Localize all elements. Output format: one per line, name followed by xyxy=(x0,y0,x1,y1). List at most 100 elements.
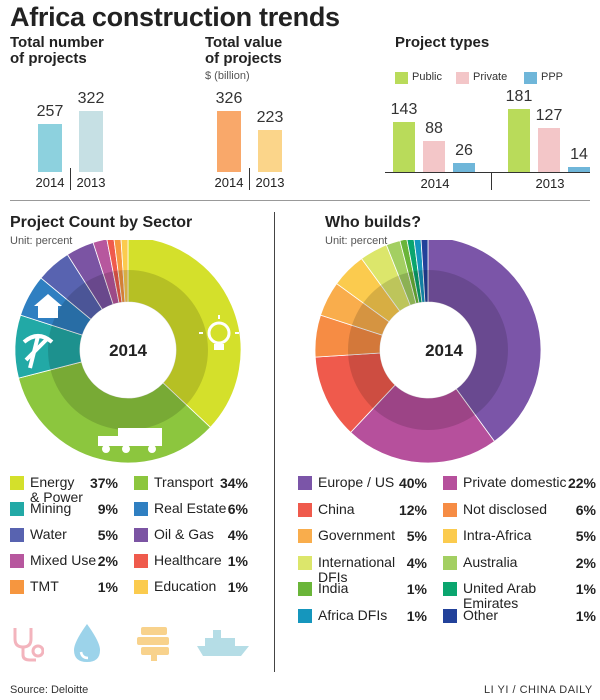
sector-real-estate-label: Real Estate xyxy=(154,500,227,516)
credit-note: LI YI / CHINA DAILY xyxy=(484,684,593,696)
builders-india-swatch xyxy=(298,582,312,596)
pickaxe-icon xyxy=(22,334,54,369)
sector-energy-power-value: 37% xyxy=(89,475,118,491)
total-value-value-label: 223 xyxy=(256,109,284,127)
sector-water-swatch xyxy=(10,528,24,542)
builders-africa-dfis-swatch xyxy=(298,608,312,623)
builders-slice xyxy=(350,384,495,464)
builders-europe-us-label: Europe / US xyxy=(318,474,395,490)
project-type-axis-label: 2013 xyxy=(535,176,565,191)
legend-swatch-private xyxy=(456,72,469,84)
builders-inner-ring xyxy=(347,270,508,430)
project-types-title: Project types xyxy=(395,34,490,51)
builders-china-label: China xyxy=(318,500,355,517)
builders-international-dfis-swatch xyxy=(298,555,312,570)
sector-mixed-use-label: Mixed Use xyxy=(30,552,97,568)
builders-international-dfis-value: 4% xyxy=(406,554,427,571)
project-type-value-label: 127 xyxy=(535,106,563,124)
sector-mixed-use-swatch xyxy=(10,554,24,568)
legend-swatch-ppp xyxy=(524,72,537,84)
project-types-axis-divider xyxy=(491,172,492,190)
sector-education-swatch xyxy=(134,580,148,594)
builders-africa-dfis-label: Africa DFIs xyxy=(318,606,388,623)
sector-slice xyxy=(18,361,211,464)
sector-healthcare-value: 1% xyxy=(227,553,248,569)
builders-united-arab-emirates-swatch xyxy=(443,582,457,596)
builders-india-label: India xyxy=(318,580,349,596)
builders-not-disclosed-label: Not disclosed xyxy=(463,500,548,517)
sector-tmt-swatch xyxy=(10,580,24,594)
builders-europe-us-value: 40% xyxy=(398,475,427,491)
total-value-axis-divider xyxy=(249,168,250,190)
total-number-axis-divider xyxy=(70,168,71,190)
total-value-title-line2: of projects xyxy=(205,50,282,67)
builders-intra-africa-value: 5% xyxy=(575,528,596,544)
sector-donut-center-label: 2014 xyxy=(109,341,147,360)
builders-unit: Unit: percent xyxy=(325,235,388,247)
total-value-axis-label: 2014 xyxy=(214,175,244,190)
builders-other-value: 1% xyxy=(575,607,596,624)
builders-australia-value: 2% xyxy=(575,554,596,571)
sector-slice xyxy=(127,240,242,428)
legend-label-ppp: PPP xyxy=(541,71,564,83)
builders-australia-label: Australia xyxy=(463,553,518,570)
sector-energy-power-label: Energy & Power xyxy=(30,474,83,505)
sector-oil-gas-value: 4% xyxy=(227,527,248,543)
sector-tmt-value: 1% xyxy=(97,579,118,595)
builders-donut-chart xyxy=(314,240,542,464)
builders-donut-center-label: 2014 xyxy=(425,341,463,360)
legend-swatch-public xyxy=(395,72,408,84)
project-type-value-label: 143 xyxy=(390,101,418,119)
builders-slice xyxy=(427,240,542,442)
project-type-bar xyxy=(393,122,415,172)
sector-mixed-use-value: 2% xyxy=(97,553,118,569)
builders-intra-africa-swatch xyxy=(443,529,457,543)
total-value-value-label: 326 xyxy=(215,89,243,107)
total-number-value-label: 257 xyxy=(36,102,64,120)
total-number-axis-label: 2014 xyxy=(35,175,65,190)
total-value-title-line1: Total value xyxy=(205,34,283,51)
project-types-baseline xyxy=(385,172,590,173)
legend-label-private: Private xyxy=(473,71,508,83)
project-type-value-label: 26 xyxy=(455,141,473,159)
books-icon xyxy=(137,627,169,661)
sector-energy-power-swatch xyxy=(10,476,24,490)
house-icon xyxy=(34,294,62,318)
sector-mining-value: 9% xyxy=(97,501,118,517)
project-type-bar xyxy=(568,167,590,172)
section-divider xyxy=(10,200,590,201)
sector-mining-label: Mining xyxy=(30,500,72,516)
sector-title: Project Count by Sector xyxy=(10,214,193,231)
builders-other-swatch xyxy=(443,608,457,623)
source-note: Source: Deloitte xyxy=(10,684,89,696)
sector-slice xyxy=(120,240,129,303)
builders-australia-swatch xyxy=(443,555,457,570)
total-number-bar xyxy=(79,111,103,172)
legend-label-public: Public xyxy=(412,71,442,83)
builders-private-domestic-swatch xyxy=(443,476,457,490)
sector-transport-swatch xyxy=(134,476,148,490)
builders-europe-us-swatch xyxy=(298,476,312,490)
builders-international-dfis-label: International DFIs xyxy=(318,553,396,585)
project-type-value-label: 181 xyxy=(505,87,533,105)
sector-oil-gas-label: Oil & Gas xyxy=(154,526,214,542)
project-type-value-label: 14 xyxy=(570,146,588,164)
page-title: Africa construction trends xyxy=(10,2,340,32)
builders-private-domestic-label: Private domestic xyxy=(463,474,567,490)
water-drop-icon xyxy=(74,624,100,662)
total-number-axis-label: 2013 xyxy=(76,175,106,190)
sector-unit: Unit: percent xyxy=(10,235,73,247)
vertical-divider xyxy=(274,212,275,672)
builders-china-swatch xyxy=(298,502,312,517)
sector-tmt-label: TMT xyxy=(30,578,59,594)
total-number-bar xyxy=(38,123,62,172)
ship-icon xyxy=(197,630,249,656)
stethoscope-icon xyxy=(13,628,44,662)
total-number-title-line1: Total number xyxy=(10,34,104,51)
project-type-bar xyxy=(508,108,530,172)
builders-slice xyxy=(420,240,429,303)
builders-not-disclosed-swatch xyxy=(443,502,457,517)
sector-education-label: Education xyxy=(154,578,217,594)
builders-government-value: 5% xyxy=(406,528,427,544)
total-value-bar xyxy=(217,110,241,172)
